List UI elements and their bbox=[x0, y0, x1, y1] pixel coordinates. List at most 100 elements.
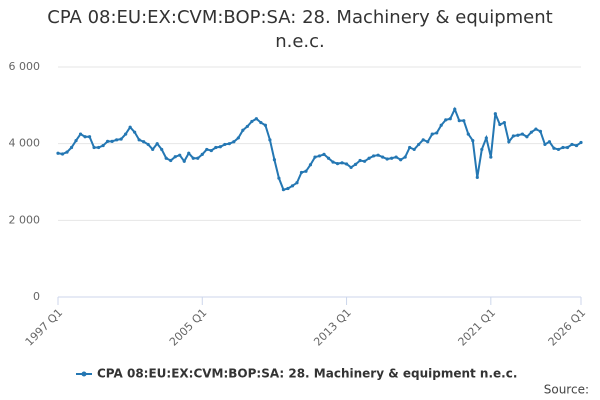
data-point bbox=[399, 158, 403, 162]
data-point bbox=[484, 136, 488, 140]
data-point bbox=[295, 181, 299, 185]
data-point bbox=[507, 140, 511, 144]
data-point bbox=[448, 117, 452, 121]
data-point bbox=[430, 132, 434, 136]
data-point bbox=[408, 145, 412, 150]
data-point bbox=[74, 139, 78, 143]
legend-marker bbox=[81, 371, 87, 377]
data-point bbox=[525, 135, 529, 139]
x-tick-label: 2021 Q1 bbox=[456, 306, 499, 349]
data-point bbox=[137, 138, 141, 142]
data-point bbox=[308, 163, 313, 167]
data-point bbox=[475, 175, 479, 179]
data-point bbox=[394, 155, 398, 159]
data-point bbox=[83, 135, 87, 139]
x-tick-label: 1997 Q1 bbox=[23, 306, 66, 349]
data-point bbox=[381, 155, 385, 159]
data-point bbox=[313, 155, 317, 159]
data-point bbox=[299, 170, 304, 175]
data-point bbox=[317, 154, 322, 158]
data-point bbox=[326, 156, 331, 160]
data-point bbox=[196, 156, 200, 160]
data-point bbox=[358, 158, 362, 163]
data-point bbox=[200, 152, 204, 156]
data-point bbox=[520, 132, 524, 136]
data-point bbox=[335, 162, 340, 166]
data-point bbox=[421, 138, 425, 142]
data-point bbox=[133, 130, 137, 134]
data-point bbox=[435, 131, 439, 135]
data-point bbox=[119, 137, 123, 141]
data-point bbox=[60, 152, 65, 156]
data-point bbox=[453, 107, 457, 111]
data-point bbox=[218, 145, 222, 149]
data-point bbox=[250, 119, 254, 124]
data-point bbox=[286, 186, 290, 191]
data-point bbox=[155, 142, 159, 146]
data-point bbox=[227, 142, 231, 146]
data-point bbox=[480, 147, 484, 152]
data-point bbox=[462, 119, 466, 123]
data-point bbox=[101, 143, 105, 148]
chart-title: CPA 08:EU:EX:CVM:BOP:SA: 28. Machinery &… bbox=[47, 7, 553, 52]
data-point bbox=[385, 157, 389, 161]
data-point bbox=[259, 120, 263, 125]
data-point bbox=[574, 143, 579, 148]
data-point bbox=[65, 150, 69, 154]
data-point bbox=[115, 138, 119, 142]
data-point bbox=[538, 129, 543, 133]
data-point bbox=[322, 152, 326, 156]
data-point bbox=[110, 139, 114, 143]
data-point bbox=[182, 159, 186, 163]
data-point bbox=[516, 133, 520, 137]
x-tick-label: 2013 Q1 bbox=[311, 306, 354, 349]
data-point bbox=[178, 153, 182, 157]
data-point bbox=[56, 151, 60, 155]
data-point bbox=[205, 147, 209, 152]
data-point bbox=[362, 159, 367, 163]
data-point bbox=[412, 147, 416, 152]
data-point bbox=[277, 176, 281, 180]
data-point bbox=[534, 127, 538, 131]
data-point bbox=[498, 122, 502, 127]
data-point bbox=[191, 156, 195, 160]
data-point bbox=[241, 128, 245, 132]
data-point bbox=[565, 145, 570, 150]
data-point bbox=[417, 142, 421, 147]
series-line bbox=[57, 106, 582, 191]
data-point bbox=[290, 184, 295, 188]
data-point bbox=[556, 147, 561, 152]
data-point bbox=[169, 158, 173, 163]
data-point bbox=[466, 132, 470, 136]
data-point bbox=[187, 151, 191, 155]
data-point bbox=[105, 139, 110, 143]
data-point bbox=[214, 145, 218, 150]
x-tick-label: 2005 Q1 bbox=[167, 306, 210, 349]
data-point bbox=[529, 130, 534, 134]
data-point bbox=[142, 140, 146, 144]
data-point bbox=[236, 136, 240, 140]
data-point bbox=[444, 118, 448, 122]
data-point bbox=[493, 112, 497, 116]
data-point bbox=[245, 124, 249, 129]
data-point bbox=[543, 142, 547, 147]
data-point bbox=[471, 139, 475, 143]
data-point bbox=[502, 120, 506, 125]
data-point bbox=[304, 169, 308, 173]
data-point bbox=[124, 132, 128, 136]
x-tick-label: 2026 Q1 bbox=[546, 306, 589, 349]
source-label: Source: bbox=[544, 383, 589, 397]
data-point bbox=[173, 155, 177, 159]
y-tick-label: 6 000 bbox=[9, 60, 41, 73]
data-point bbox=[376, 153, 380, 157]
data-point bbox=[340, 161, 344, 165]
data-point bbox=[223, 142, 227, 147]
data-point bbox=[552, 146, 556, 150]
data-point bbox=[367, 156, 371, 160]
data-point bbox=[281, 188, 286, 192]
data-point bbox=[570, 142, 574, 147]
data-point bbox=[209, 148, 213, 153]
data-point bbox=[268, 138, 272, 142]
